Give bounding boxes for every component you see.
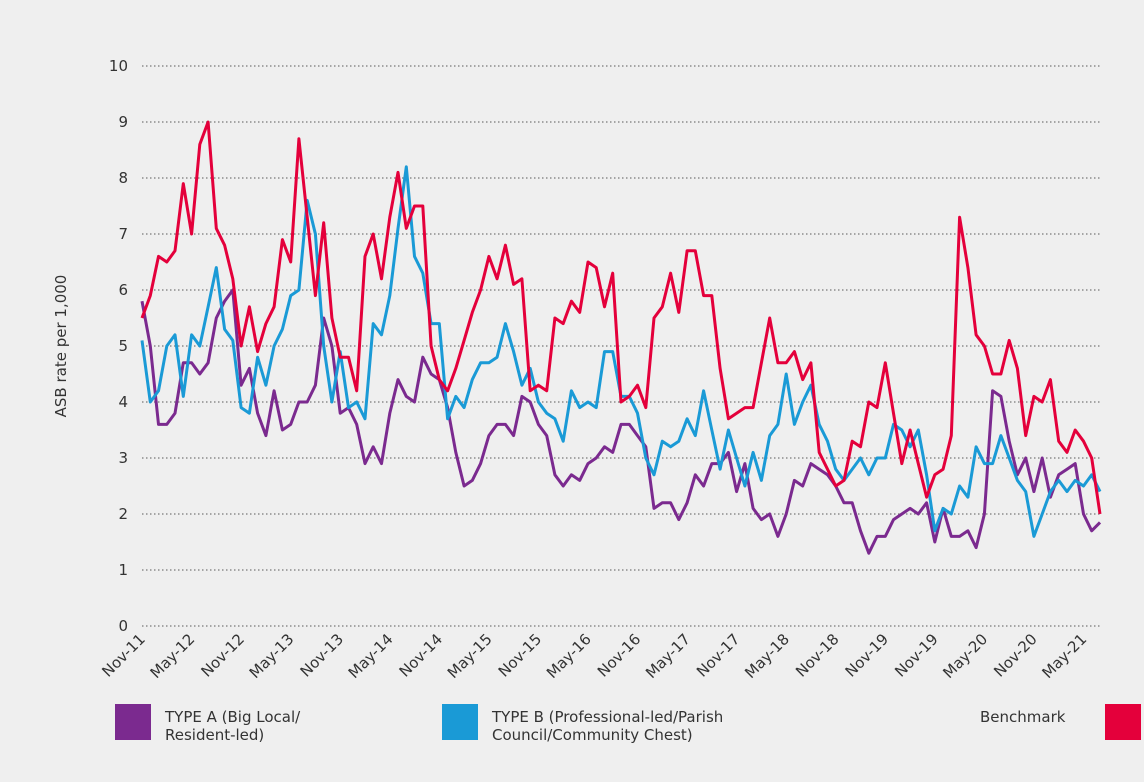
- y-tick-label: 7: [118, 225, 128, 243]
- x-tick-label: May-12: [147, 630, 199, 682]
- legend-swatch: [1105, 704, 1142, 740]
- y-tick-label: 1: [118, 561, 128, 579]
- y-tick-label: 0: [118, 617, 128, 635]
- legend-item: Benchmark: [915, 704, 1142, 740]
- x-tick-label: May-16: [543, 630, 595, 682]
- legend-swatch: [115, 704, 151, 740]
- x-tick-label: Nov-20: [990, 630, 1040, 680]
- legend-label: Benchmark: [980, 708, 1066, 726]
- y-axis-label: ASB rate per 1,000: [52, 275, 70, 418]
- x-tick-label: Nov-14: [396, 630, 446, 680]
- x-tick-label: Nov-12: [197, 630, 247, 680]
- legend-label: TYPE A (Big Local/ Resident-led): [165, 708, 301, 744]
- x-tick-label: May-13: [246, 630, 298, 682]
- x-tick-label: Nov-17: [693, 630, 743, 680]
- x-tick-label: Nov-13: [297, 630, 347, 680]
- series-line: [140, 165, 1102, 538]
- x-tick-label: May-17: [642, 630, 694, 682]
- x-tick-label: May-15: [444, 630, 496, 682]
- y-tick-label: 9: [118, 113, 128, 131]
- x-tick-label: Nov-19: [891, 630, 941, 680]
- x-tick-label: May-21: [1039, 630, 1091, 682]
- legend-label: TYPE B (Professional-led/Parish Council/…: [492, 708, 724, 744]
- x-tick-label: Nov-16: [594, 630, 644, 680]
- y-tick-label: 5: [118, 337, 128, 355]
- x-tick-label: Nov-19: [842, 630, 892, 680]
- x-tick-label: May-18: [741, 630, 793, 682]
- x-tick-label: Nov-15: [495, 630, 545, 680]
- chart: ASB rate per 1,000 012345678910Nov-11May…: [52, 57, 1102, 682]
- legend-swatch: [442, 704, 478, 740]
- y-tick-label: 8: [118, 169, 128, 187]
- y-tick-label: 3: [118, 449, 128, 467]
- x-tick-label: Nov-18: [792, 630, 842, 680]
- y-tick-label: 6: [118, 281, 128, 299]
- x-tick-label: May-14: [345, 630, 397, 682]
- y-tick-label: 10: [109, 57, 128, 75]
- y-tick-label: 2: [118, 505, 128, 523]
- x-tick-label: Nov-11: [98, 630, 148, 680]
- x-tick-label: May-20: [939, 630, 991, 682]
- legend-item: TYPE A (Big Local/ Resident-led): [115, 704, 315, 744]
- legend-item: TYPE B (Professional-led/Parish Council/…: [442, 704, 792, 744]
- series-line: [140, 120, 1102, 515]
- y-tick-label: 4: [118, 393, 128, 411]
